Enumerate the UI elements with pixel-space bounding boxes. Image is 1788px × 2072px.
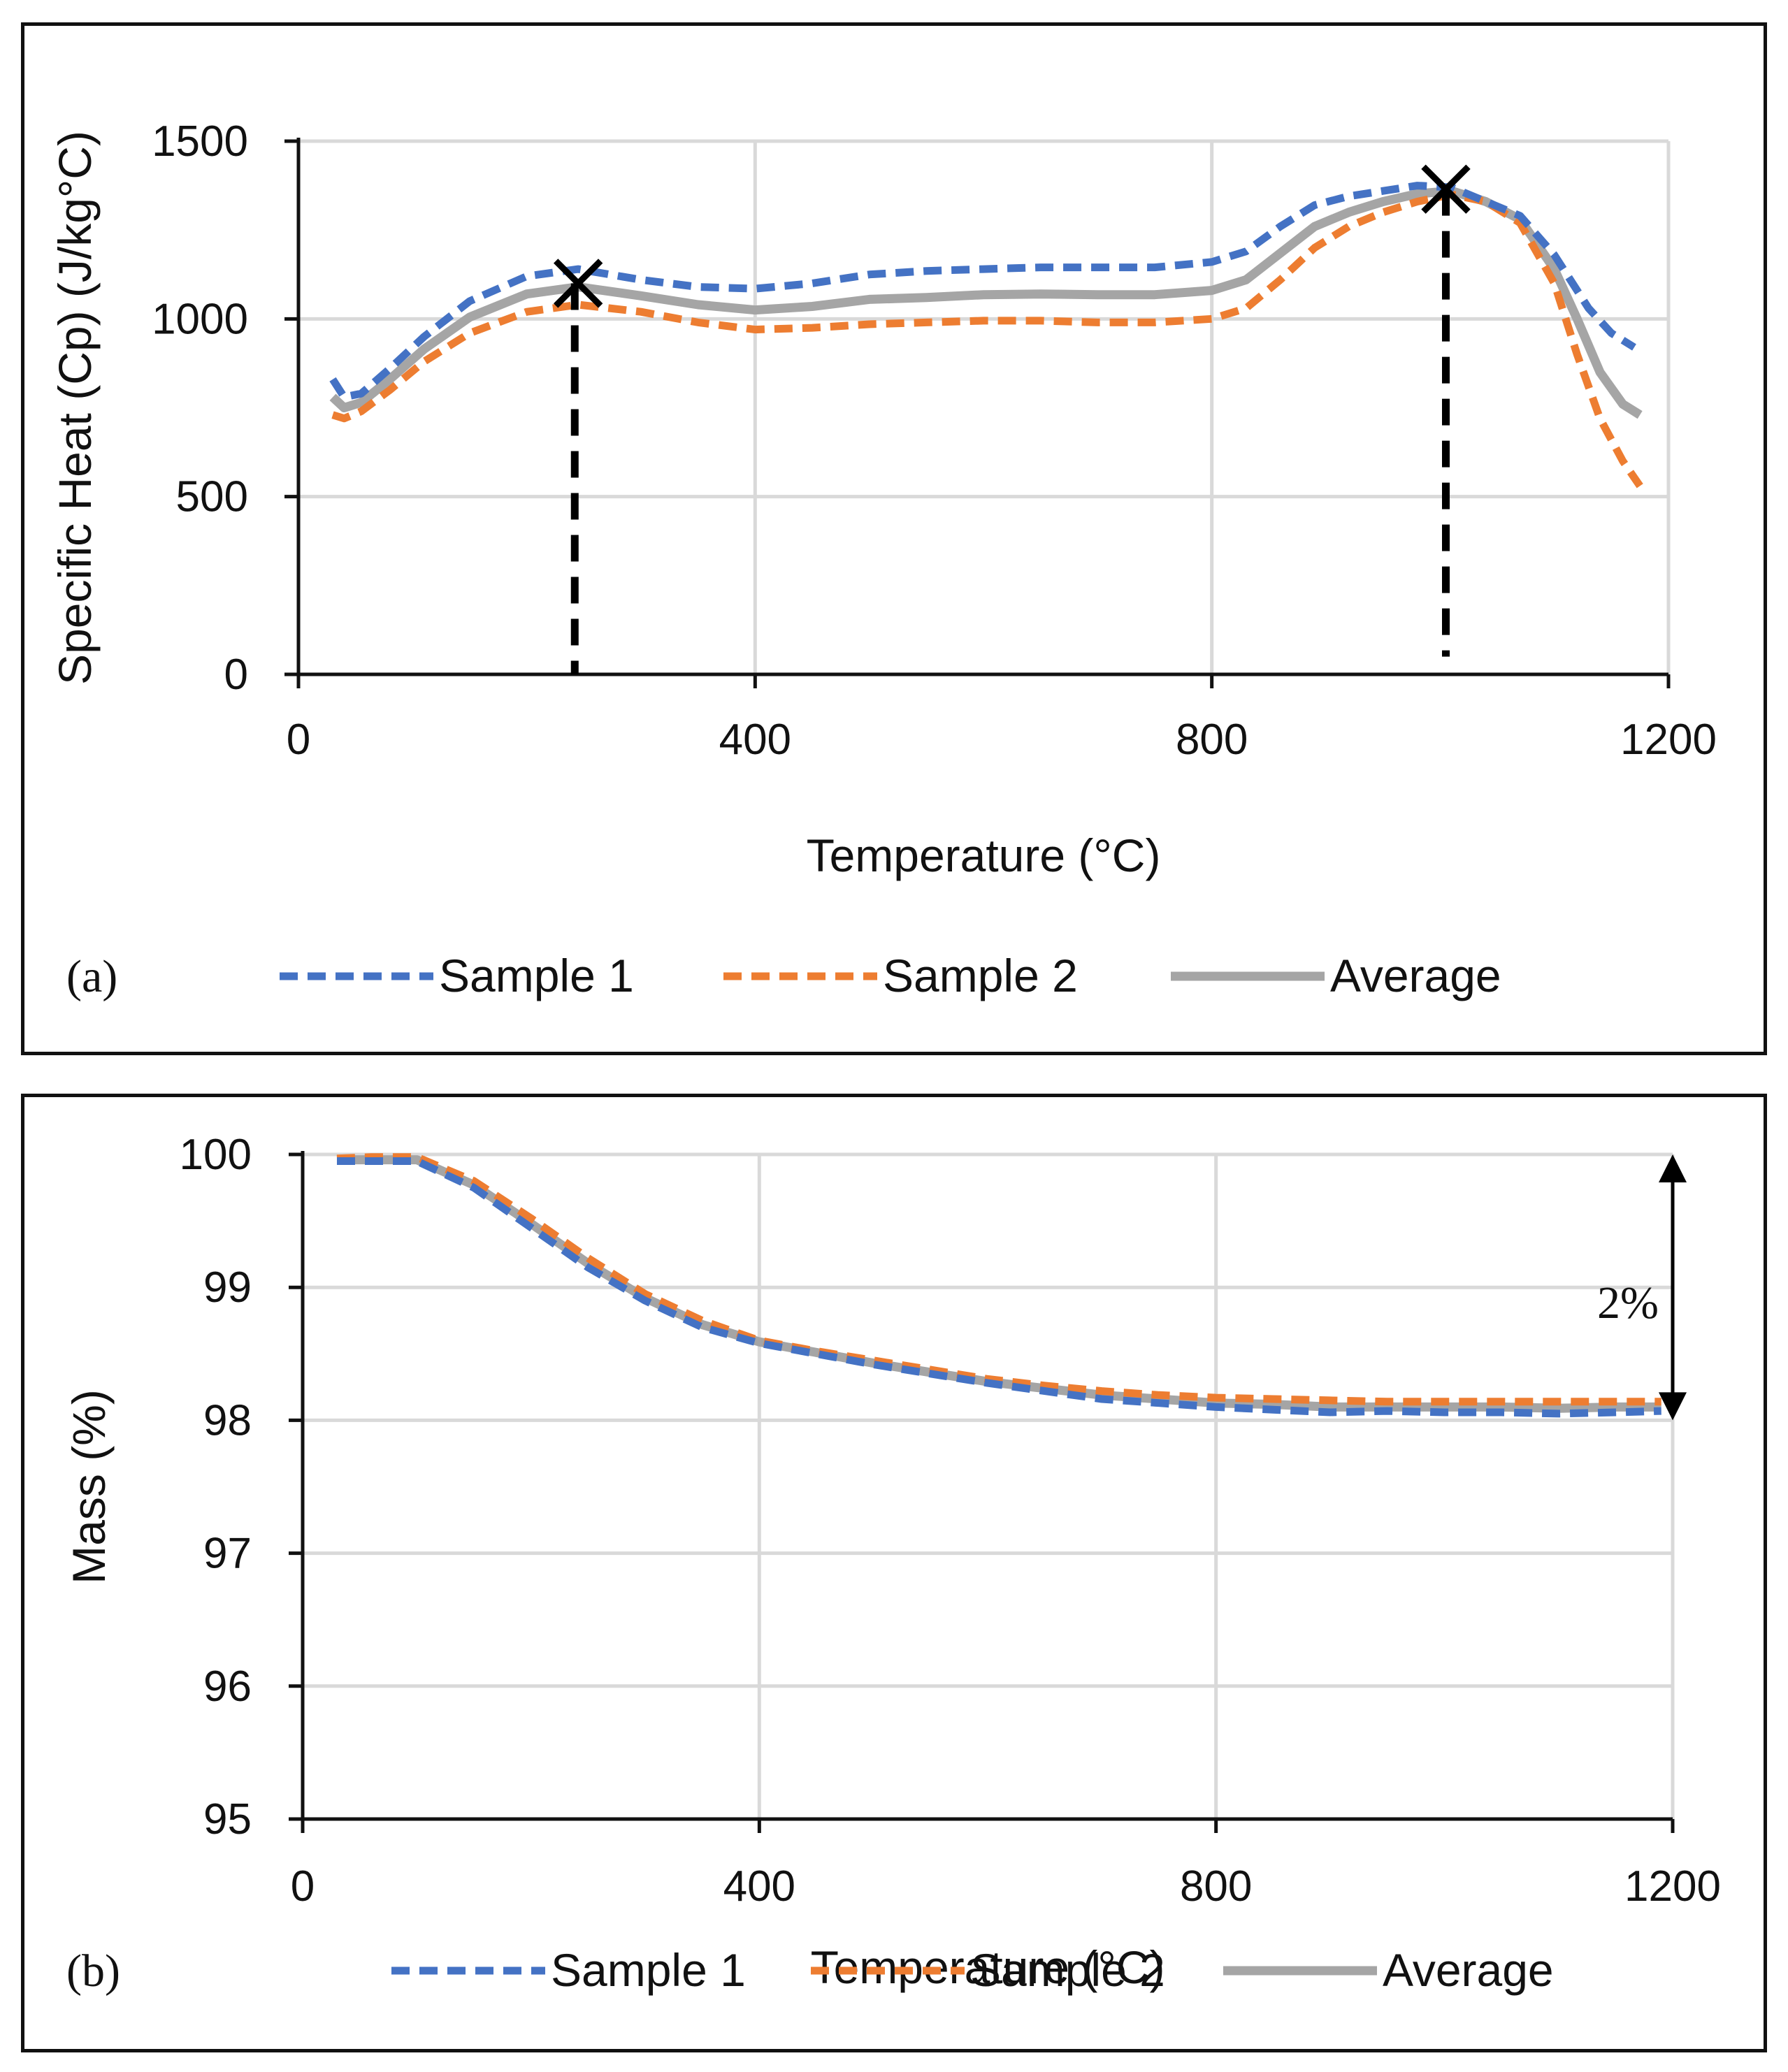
x-tick-label: 1200 xyxy=(1620,716,1717,764)
series-line-average xyxy=(337,1155,1661,1413)
legend-label-sample-1: Sample 1 xyxy=(551,1944,746,1996)
y-axis-title: Specific Heat (Cp) (J/kg°C) xyxy=(49,131,101,685)
y-tick-label: 1000 xyxy=(152,295,248,343)
arrow-head-down xyxy=(1659,1392,1687,1421)
series-line-sample-1 xyxy=(337,1157,1661,1418)
y-tick-label: 1500 xyxy=(152,117,248,166)
legend-label-average: Average xyxy=(1330,950,1501,1001)
series-line-sample-1 xyxy=(329,182,1636,401)
x-tick-label: 800 xyxy=(1176,716,1248,764)
legend-label-sample-1: Sample 1 xyxy=(439,950,634,1001)
legend-label-sample-2: Sample 2 xyxy=(970,1944,1165,1996)
x-tick-label: 0 xyxy=(291,1862,315,1911)
cp-chart: 0 500 1000 1500 0 400 800 1200 Temperature (°C) S… xyxy=(49,117,1717,1002)
panel-b: 95 96 97 98 99 100 0 400 800 1200 Temperature (°C)… xyxy=(21,1094,1767,2052)
series-line-average xyxy=(329,186,1643,419)
series-line-sample-2 xyxy=(331,190,1643,488)
x-tick-label: 1200 xyxy=(1624,1862,1721,1911)
y-tick-label: 97 xyxy=(203,1530,252,1578)
y-tick-label: 95 xyxy=(203,1795,252,1843)
y-axis-title: Mass (%) xyxy=(63,1389,115,1584)
panel-label: (a) xyxy=(66,951,117,1002)
x-axis-title: Temperature (°C) xyxy=(807,829,1161,881)
y-tick-label: 98 xyxy=(203,1396,252,1444)
x-tick-label: 400 xyxy=(723,1862,795,1911)
y-tick-label: 100 xyxy=(180,1131,252,1179)
legend-label-sample-2: Sample 2 xyxy=(883,950,1078,1001)
y-tick-label: 99 xyxy=(203,1263,252,1312)
arrow-head-up xyxy=(1659,1154,1687,1182)
legend-label-average: Average xyxy=(1383,1944,1554,1996)
x-tick-label: 400 xyxy=(719,716,791,764)
series-line-sample-2 xyxy=(336,1153,1661,1406)
panel-a: 0 500 1000 1500 0 400 800 1200 Temperature (°C) S… xyxy=(21,22,1767,1055)
y-tick-label: 0 xyxy=(224,651,248,699)
y-tick-label: 500 xyxy=(176,473,248,521)
x-tick-label: 800 xyxy=(1180,1862,1252,1911)
x-tick-label: 0 xyxy=(287,716,310,764)
mass-loss-label: 2% xyxy=(1597,1277,1659,1328)
panel-label: (b) xyxy=(66,1946,120,1997)
y-tick-label: 96 xyxy=(203,1662,252,1711)
